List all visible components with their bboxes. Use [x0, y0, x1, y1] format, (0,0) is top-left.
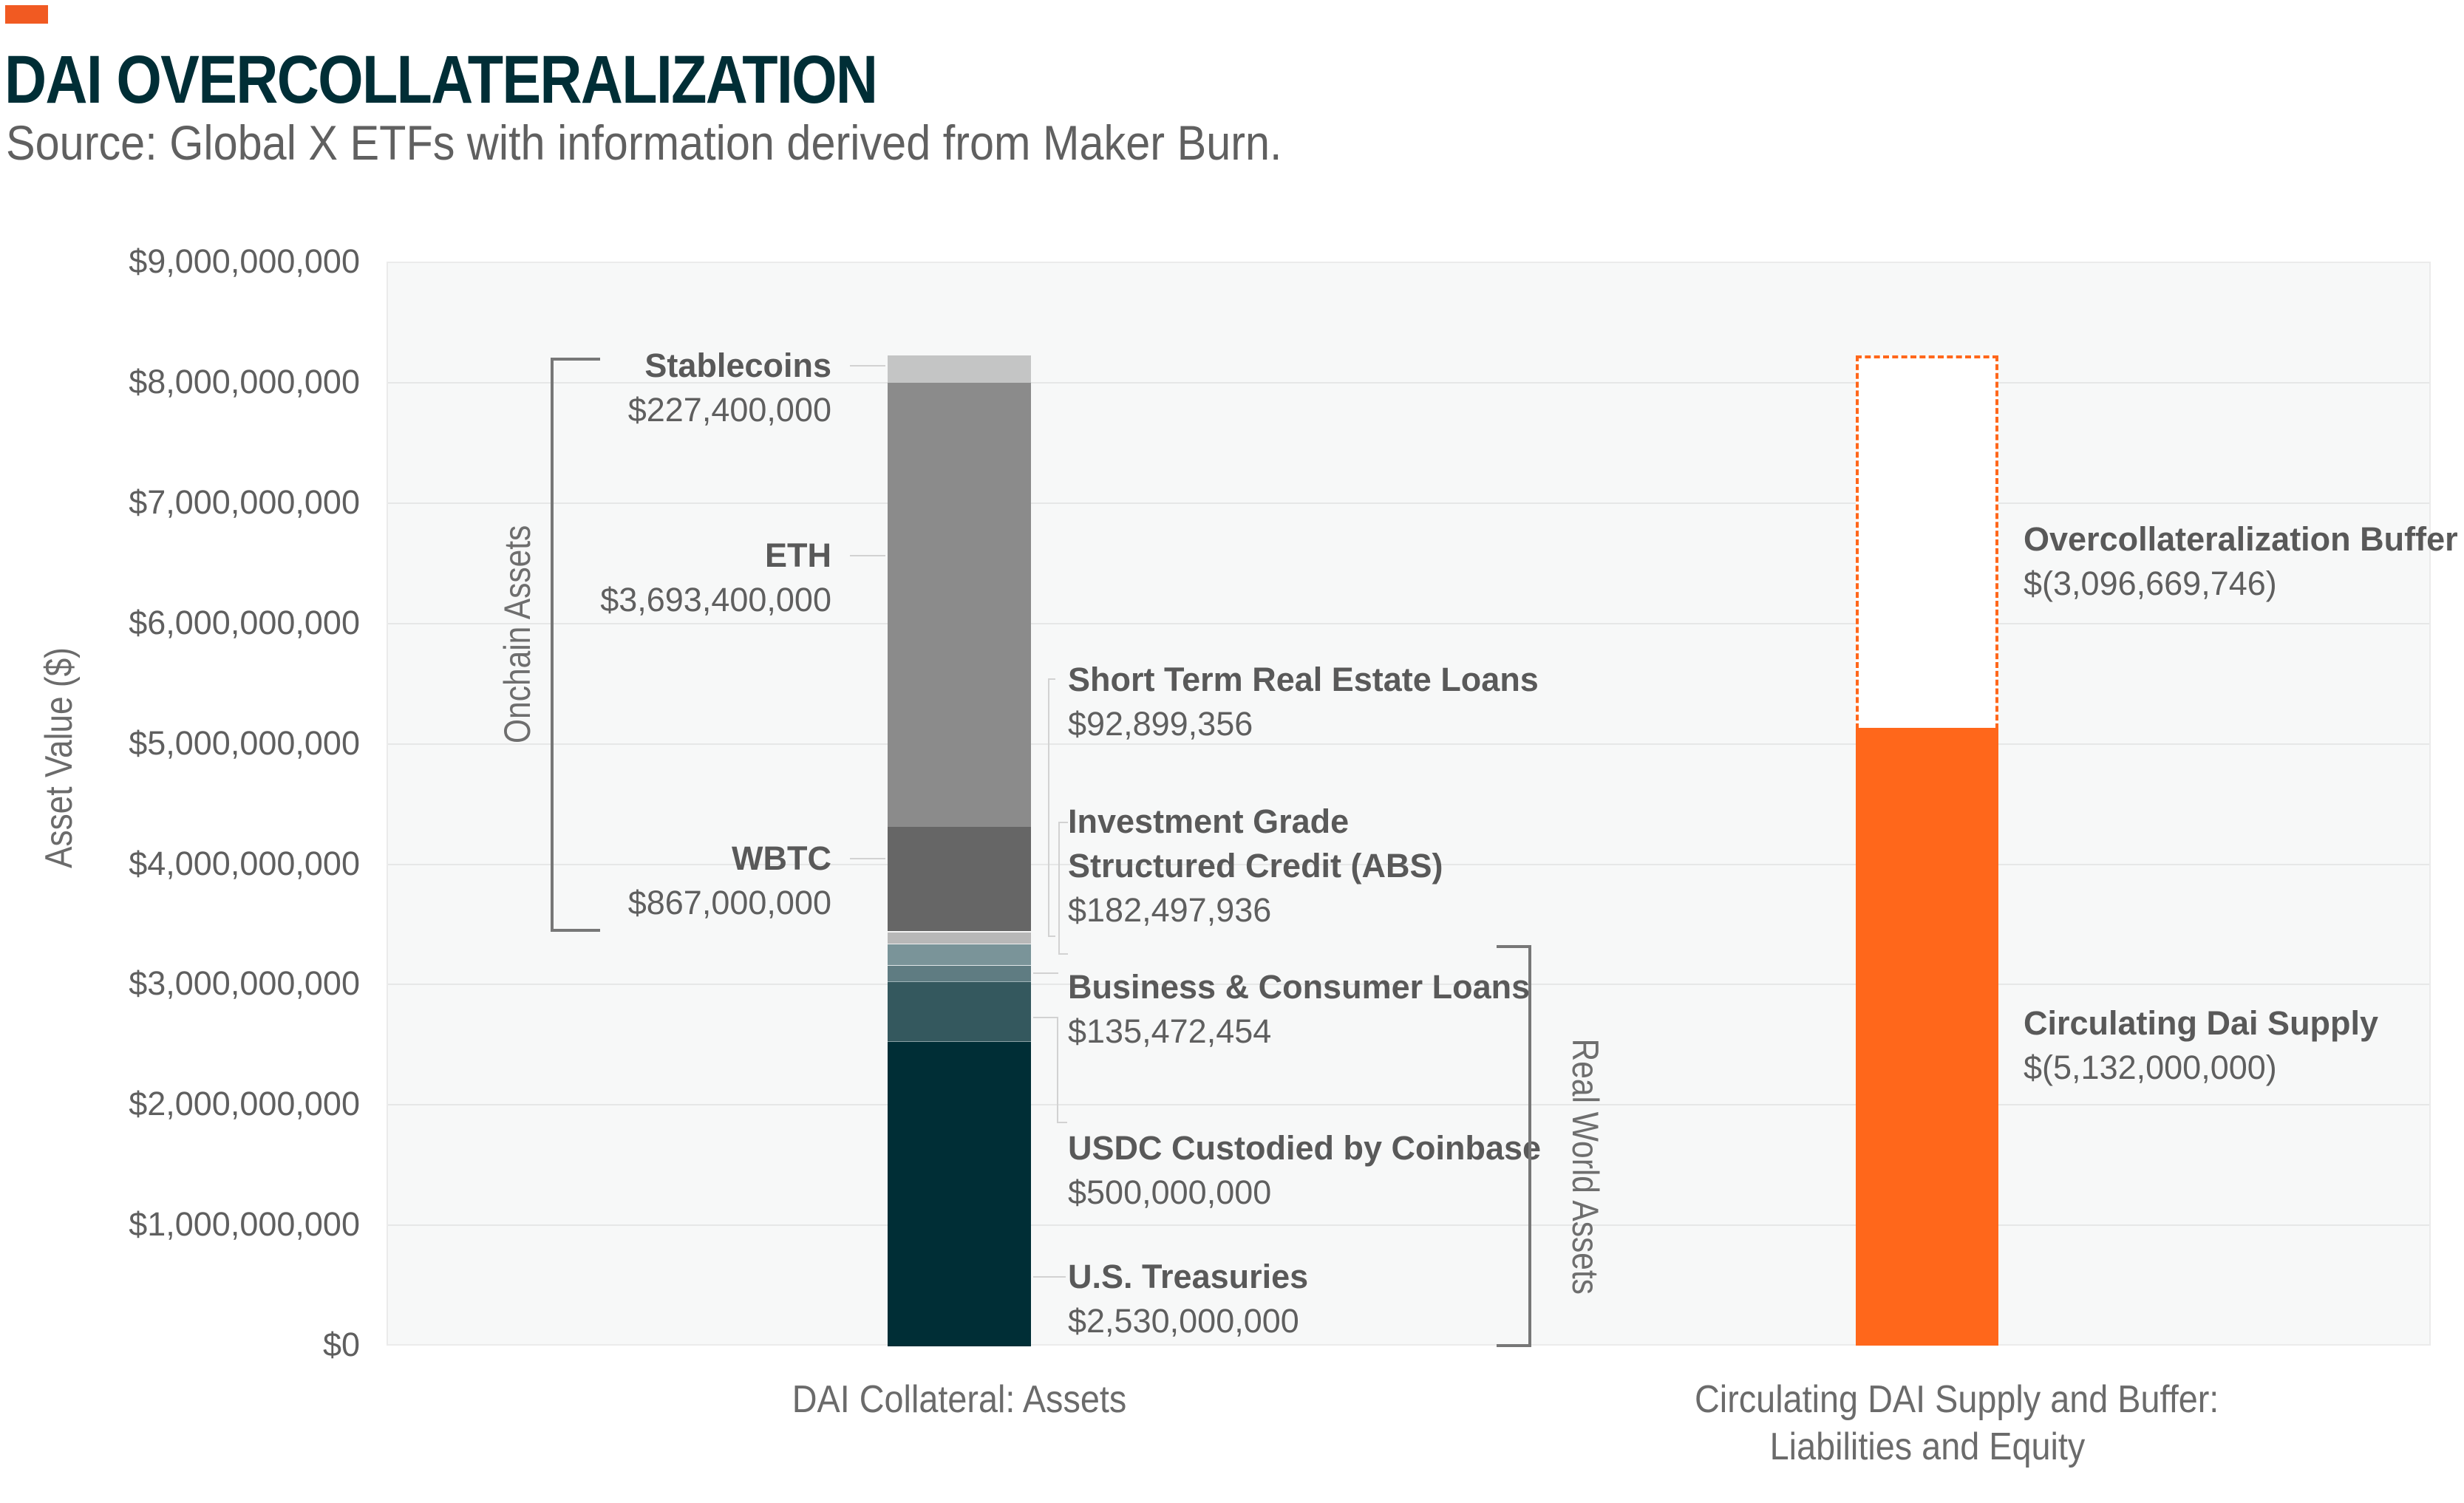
y-tick-label: $8,000,000,000 [129, 363, 360, 401]
leader-line [1033, 1276, 1066, 1278]
gridline [388, 1104, 2429, 1105]
x-label-liabilities-line1: Circulating DAI Supply and Buffer: [1695, 1378, 2219, 1421]
label-name: U.S. Treasuries [1068, 1258, 1309, 1295]
y-tick-label: $3,000,000,000 [129, 964, 360, 1002]
bar-segment-wbtc[interactable] [888, 827, 1031, 931]
y-tick-label: $4,000,000,000 [129, 845, 360, 882]
accent-tab [5, 5, 48, 24]
bar-segment-short-term-real-estate[interactable] [888, 932, 1031, 944]
label-short-term-real-estate: Short Term Real Estate Loans $92,899,356 [1068, 658, 1539, 746]
label-value: $(5,132,000,000) [2024, 1049, 2277, 1086]
y-tick-label: $0 [322, 1326, 360, 1363]
y-tick-label: $5,000,000,000 [129, 724, 360, 762]
y-tick-label: $6,000,000,000 [129, 604, 360, 641]
label-name: Circulating Dai Supply [2024, 1004, 2379, 1042]
gridline [388, 623, 2429, 624]
chart-subtitle: Source: Global X ETFs with information d… [6, 115, 1282, 170]
leader-line [850, 555, 885, 556]
leader-line [850, 365, 885, 367]
onchain-assets-label: Onchain Assets [497, 525, 538, 743]
x-label-liabilities: Circulating DAI Supply and Buffer: Liabi… [1695, 1376, 2219, 1470]
label-name: Short Term Real Estate Loans [1068, 661, 1539, 698]
label-name-line2: Structured Credit (ABS) [1068, 847, 1443, 885]
bar-segment-us-treasuries[interactable] [888, 1041, 1031, 1346]
gridline [388, 1224, 2429, 1226]
label-circulating-dai-supply: Circulating Dai Supply $(5,132,000,000) [2024, 1001, 2378, 1090]
bar-segment-stablecoins[interactable] [888, 355, 1031, 383]
label-name: Overcollateralization Buffer [2024, 520, 2458, 558]
label-value: $867,000,000 [627, 884, 831, 921]
leader-line [1033, 972, 1058, 974]
y-axis-title: Asset Value ($) [38, 647, 81, 868]
label-value: $(3,096,669,746) [2024, 565, 2277, 602]
label-value: $3,693,400,000 [600, 581, 831, 618]
chart-title: DAI OVERCOLLATERALIZATION [4, 42, 878, 117]
label-name: Stablecoins [644, 347, 831, 384]
y-tick-label: $9,000,000,000 [129, 242, 360, 280]
label-business-consumer-loans: Business & Consumer Loans $135,472,454 [1068, 965, 1530, 1054]
label-name-line1: Investment Grade [1068, 802, 1350, 840]
bar-segment-overcollateralization-buffer[interactable] [1856, 355, 1998, 729]
label-value: $2,530,000,000 [1068, 1302, 1299, 1340]
x-label-assets: DAI Collateral: Assets [792, 1378, 1127, 1421]
label-overcollateralization-buffer: Overcollateralization Buffer $(3,096,669… [2024, 517, 2458, 606]
bar-segment-business-consumer-loans[interactable] [888, 965, 1031, 981]
label-value: $135,472,454 [1068, 1012, 1272, 1050]
gridline [388, 502, 2429, 504]
onchain-assets-bracket [551, 358, 600, 932]
leader-line [850, 858, 885, 859]
gridline [388, 743, 2429, 745]
leader-line [1048, 678, 1055, 937]
x-label-liabilities-line2: Liabilities and Equity [1769, 1425, 2086, 1468]
plot-area [387, 262, 2431, 1346]
gridline [388, 864, 2429, 865]
label-eth: ETH $3,693,400,000 [536, 534, 831, 622]
label-value: $92,899,356 [1068, 705, 1253, 743]
bar-segment-usdc-coinbase[interactable] [888, 981, 1031, 1042]
label-value: $182,497,936 [1068, 891, 1272, 929]
real-world-assets-bracket [1497, 945, 1531, 1347]
label-name: Business & Consumer Loans [1068, 968, 1531, 1006]
label-wbtc: WBTC $867,000,000 [536, 836, 831, 925]
bar-segment-eth[interactable] [888, 383, 1031, 828]
y-tick-label: $2,000,000,000 [129, 1085, 360, 1122]
label-name: USDC Custodied by Coinbase [1068, 1129, 1542, 1167]
label-name: ETH [765, 536, 831, 574]
bar-segment-investment-grade-abs[interactable] [888, 944, 1031, 965]
real-world-assets-label: Real World Assets [1565, 1038, 1606, 1295]
gridline [388, 382, 2429, 384]
label-us-treasuries: U.S. Treasuries $2,530,000,000 [1068, 1255, 1308, 1343]
label-name: WBTC [732, 839, 831, 877]
label-value: $227,400,000 [627, 391, 831, 429]
leader-line [1058, 822, 1068, 955]
gridline [388, 984, 2429, 985]
label-value: $500,000,000 [1068, 1173, 1272, 1211]
label-investment-grade-abs: Investment Grade Structured Credit (ABS)… [1068, 800, 1443, 933]
y-tick-label: $1,000,000,000 [129, 1205, 360, 1243]
label-stablecoins: Stablecoins $227,400,000 [536, 344, 831, 432]
bar-segment-circulating-dai-supply[interactable] [1856, 728, 1998, 1346]
leader-line [1033, 1017, 1058, 1123]
y-tick-label: $7,000,000,000 [129, 483, 360, 521]
leader-line [1057, 1122, 1067, 1123]
label-usdc-coinbase: USDC Custodied by Coinbase $500,000,000 [1068, 1126, 1541, 1215]
